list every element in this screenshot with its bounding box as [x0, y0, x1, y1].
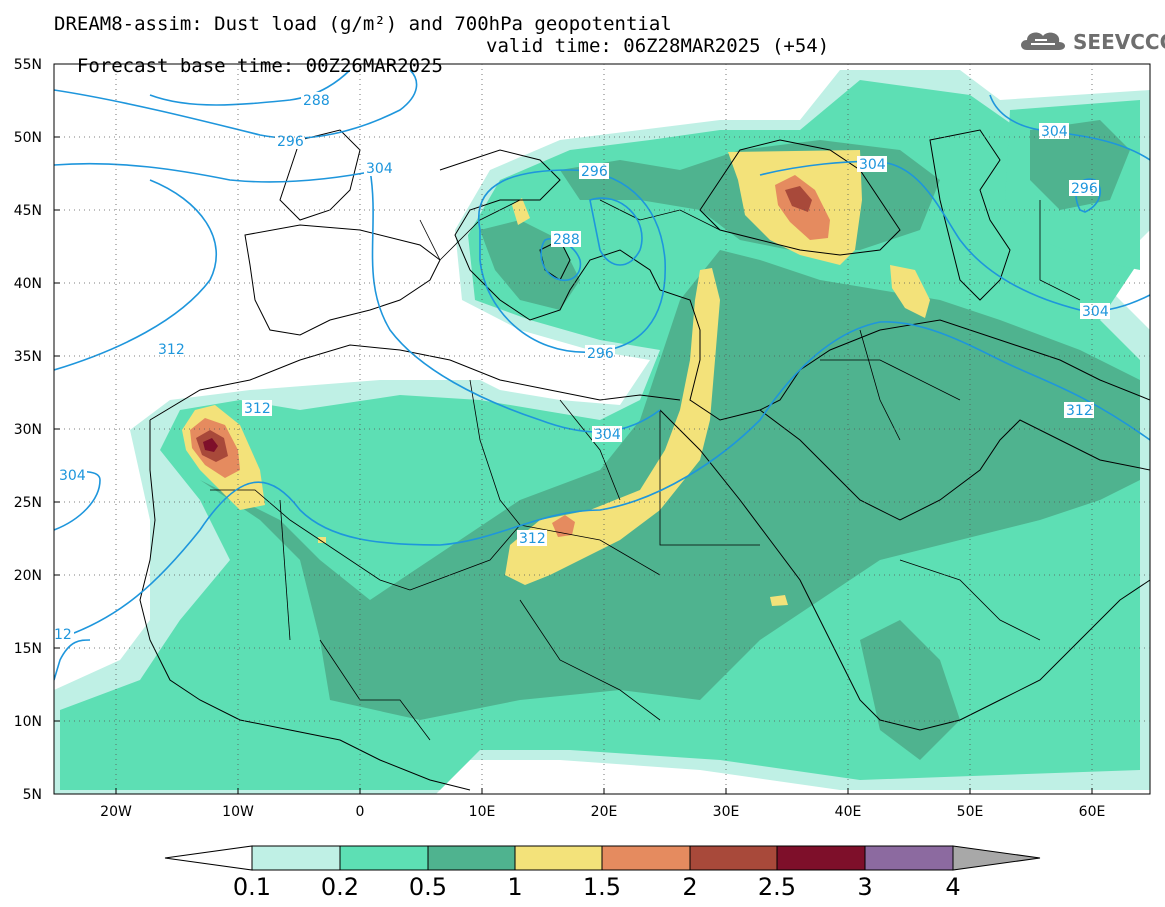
lon-label: 40E	[834, 804, 862, 820]
contour-label: 288	[303, 93, 330, 109]
colour-bar-segment	[689, 845, 778, 871]
contour-label: 312	[1066, 403, 1093, 419]
contour-label: 304	[594, 427, 621, 443]
colour-bar	[164, 845, 1041, 871]
map-title: DREAM8-assim: Dust load (g/m²) and 700hP…	[54, 13, 672, 35]
colour-bar-segment	[864, 845, 954, 871]
colour-bar-segment	[601, 845, 691, 871]
colour-bar-segment	[339, 845, 429, 871]
lon-label: 50E	[956, 804, 984, 820]
contour-label: 12	[54, 627, 72, 643]
lat-label: 45N	[13, 203, 42, 219]
lon-label: 60E	[1078, 804, 1106, 820]
lon-label: 10E	[468, 804, 496, 820]
cloud-icon	[1021, 32, 1065, 50]
legend-tick-label: 3	[857, 873, 873, 901]
legend-tick-label: 1	[507, 873, 523, 901]
dust-field-2.5	[203, 438, 218, 452]
legend-tick-label: 0.1	[232, 873, 272, 901]
legend-tick-label: 1.5	[582, 873, 622, 901]
legend-tick-label: 2.5	[757, 873, 797, 901]
contour-label: 296	[1071, 181, 1098, 197]
lon-label: 0	[355, 804, 365, 820]
colour-bar-segment	[776, 845, 866, 871]
logo-text: SEEVCCC	[1073, 30, 1165, 54]
contour-label: 312	[244, 401, 271, 417]
grid-lines	[54, 64, 1150, 794]
colour-bar-low-arrow	[164, 845, 253, 871]
legend-tick-label: 4	[945, 873, 961, 901]
forecast-base-time: Forecast base time: 00Z26MAR2025	[76, 55, 443, 77]
lon-label: 30E	[712, 804, 740, 820]
lat-label: 55N	[13, 57, 42, 73]
contour-label: 312	[519, 531, 546, 547]
contour-label: 296	[277, 134, 304, 150]
lon-label: 20W	[100, 804, 132, 820]
contour-label: 304	[1082, 304, 1109, 320]
lon-label: 20E	[590, 804, 618, 820]
colour-bar-segment	[251, 845, 341, 871]
legend-tick-label: 0.2	[320, 873, 360, 901]
contour-label: 312	[158, 342, 185, 358]
lat-label: 15N	[13, 641, 42, 657]
contour-label: 296	[581, 164, 608, 180]
lat-label: 20N	[13, 568, 42, 584]
seevccc-logo: SEEVCCC	[1017, 28, 1165, 56]
contour-label: 304	[1041, 124, 1068, 140]
contour-label: 304	[859, 157, 886, 173]
valid-time: valid time: 06Z28MAR2025 (+54)	[486, 35, 830, 57]
colour-bar-high-arrow	[952, 845, 1041, 871]
contour-label: 304	[59, 468, 86, 484]
contour-label: 304	[366, 161, 393, 177]
coastlines	[139, 129, 1150, 791]
lat-label: 35N	[13, 349, 42, 365]
contour-label: 296	[587, 346, 614, 362]
lat-label: 50N	[13, 130, 42, 146]
legend-tick-label: 2	[682, 873, 698, 901]
lat-label: 40N	[13, 276, 42, 292]
axis-ticks	[54, 136, 1093, 794]
colour-bar-segment	[427, 845, 516, 871]
lat-label: 10N	[13, 714, 42, 730]
contour-label: 288	[553, 232, 580, 248]
geopotential-contour-labels: 288 296 304 312 296 304 296 304 288 296 …	[54, 92, 1110, 643]
lat-label: 5N	[22, 787, 42, 803]
colour-bar-segment	[514, 845, 603, 871]
map-subtitle: Forecast base time: 00Z26MAR2025 valid t…	[54, 36, 829, 96]
lon-label: 10W	[222, 804, 254, 820]
legend-tick-label: 0.5	[408, 873, 448, 901]
lat-label: 25N	[13, 495, 42, 511]
lat-label: 30N	[13, 422, 42, 438]
